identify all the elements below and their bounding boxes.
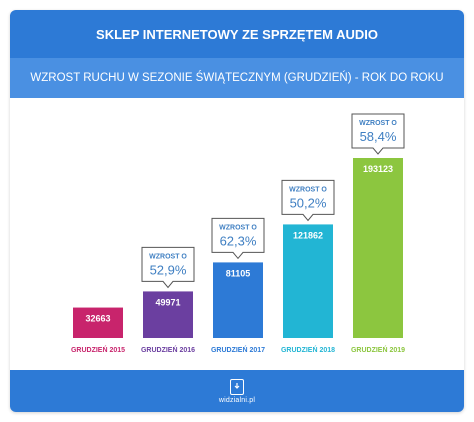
category-label: GRUDZIEŃ 2017	[211, 345, 265, 354]
header-title-bar: SKLEP INTERNETOWY ZE SPRZĘTEM AUDIO	[10, 10, 464, 58]
growth-callout-caption: WZROST O	[359, 120, 397, 127]
growth-callout-caption: WZROST O	[219, 224, 257, 231]
growth-callout-caption: WZROST O	[149, 253, 187, 260]
growth-callout	[211, 217, 265, 260]
growth-callout-caption: WZROST O	[289, 186, 327, 193]
bar	[143, 291, 193, 338]
bar	[283, 224, 333, 338]
growth-callout-value: 62,3%	[220, 233, 257, 248]
growth-callout-value: 52,9%	[150, 262, 187, 277]
brand-name: widzialni.pl	[218, 396, 256, 404]
category-label: GRUDZIEŃ 2015	[71, 345, 125, 354]
category-label: GRUDZIEŃ 2018	[281, 345, 335, 354]
page-subtitle: WZROST RUCHU W SEZONIE ŚWIĄTECZNYM (GRUD…	[30, 72, 444, 84]
bar-chart: 32663 GRUDZIEŃ 2015 49971 GRUDZIEŃ 2016 WZRO…	[71, 113, 405, 354]
bar-value-label: 49971	[155, 297, 180, 307]
header-subtitle-bar: WZROST RUCHU W SEZONIE ŚWIĄTECZNYM (GRUD…	[10, 58, 464, 98]
growth-callout-value: 58,4%	[360, 129, 397, 144]
footer-bar: widzialni.pl	[10, 370, 464, 412]
growth-callout	[351, 113, 405, 155]
bar-value-label: 121862	[293, 230, 323, 240]
category-label: GRUDZIEŃ 2019	[351, 345, 405, 354]
bar	[73, 307, 123, 338]
page-title: SKLEP INTERNETOWY ZE SPRZĘTEM AUDIO	[96, 26, 378, 42]
bar-value-label: 81105	[226, 268, 251, 278]
brand-logo-icon	[230, 378, 244, 395]
category-label: GRUDZIEŃ 2016	[141, 345, 195, 354]
growth-callout	[141, 246, 195, 289]
infographic-card: SKLEP INTERNETOWY ZE SPRZĘTEM AUDIO WZRO…	[10, 10, 464, 412]
bar	[213, 262, 263, 338]
growth-callout-value: 50,2%	[290, 195, 327, 210]
bar	[353, 158, 403, 338]
bar-value-label: 32663	[85, 314, 110, 324]
bar-value-label: 193123	[363, 164, 393, 174]
growth-callout	[281, 179, 335, 222]
